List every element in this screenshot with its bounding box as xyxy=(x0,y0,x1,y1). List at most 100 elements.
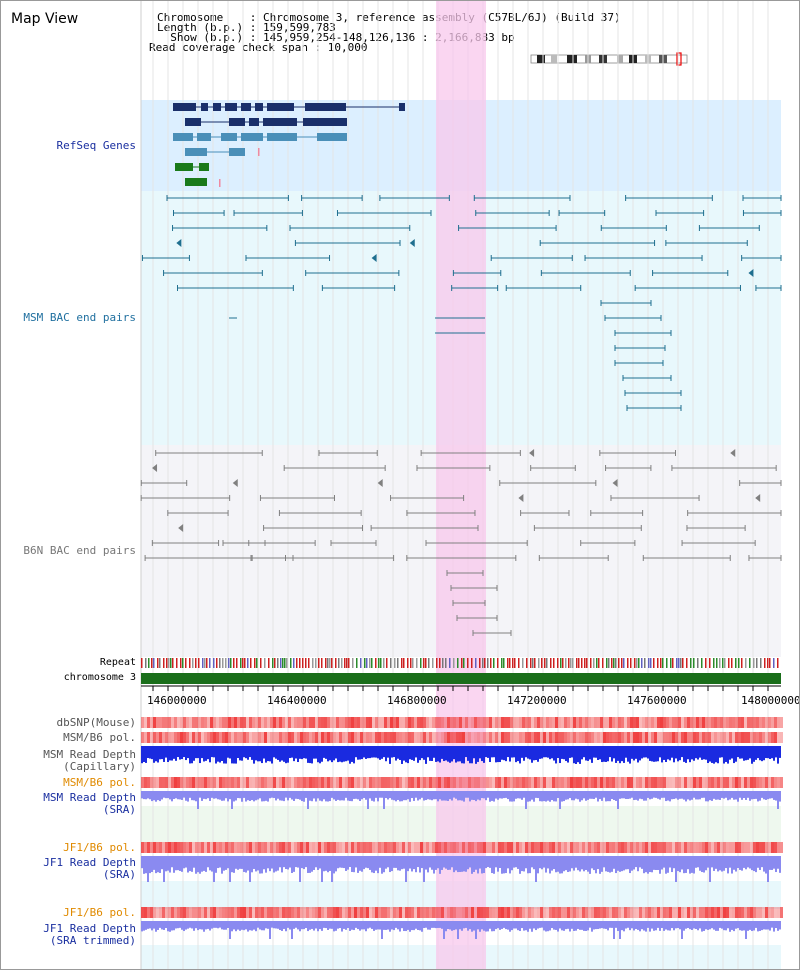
jf1-trim-depth-bar xyxy=(583,921,585,931)
msm-b6-pol-label-2[interactable]: MSM/B6 pol. xyxy=(63,776,136,789)
dbsnp-cell xyxy=(657,717,660,728)
jf1-b6-pol-cell xyxy=(267,842,270,853)
msm-b6-pol-cell xyxy=(567,777,570,788)
msm-cap-depth-bar xyxy=(499,746,501,763)
msm-b6-pol-cell xyxy=(288,732,291,743)
msm-b6-pol-cell xyxy=(222,732,225,743)
jf1-trim-depth-bar xyxy=(491,921,493,932)
axis-tick-label: 147200000 xyxy=(507,694,567,707)
jf1-sra-depth-bar xyxy=(283,856,285,868)
msm-sra-depth-bar xyxy=(773,791,775,800)
msm-cap-depth-bar xyxy=(579,746,581,764)
repeat-element xyxy=(686,658,688,668)
msm-b6-pol-cell xyxy=(282,777,285,788)
repeat-element xyxy=(602,658,604,668)
msm-sra-depth-bar xyxy=(619,791,621,799)
jf1-sra-depth-bar xyxy=(253,856,255,869)
msm-sra-depth-bar xyxy=(247,791,249,801)
jf1-sra-depth-bar xyxy=(355,856,357,868)
msm-sra-depth-bar xyxy=(275,791,277,801)
jf1-sra-depth-bar xyxy=(631,856,633,871)
msm-b6-pol-cell xyxy=(627,732,630,743)
jf1-b6-pol-label-2[interactable]: JF1/B6 pol. xyxy=(63,906,136,919)
msm-b6-pol-cell xyxy=(660,777,663,788)
jf1-trim-depth-bar xyxy=(201,921,203,930)
msm-cap-depth-bar xyxy=(621,746,623,762)
jf1-sra-depth-bar xyxy=(777,856,779,869)
jf1-sra-depth-bar xyxy=(309,856,311,873)
jf1-b6-pol-cell xyxy=(306,842,309,853)
msm-sra-depth-bar xyxy=(521,791,523,800)
repeat-element xyxy=(305,658,307,668)
msm-b6-pol-cell xyxy=(219,777,222,788)
jf1-b6-pol-label[interactable]: JF1/B6 pol. xyxy=(63,841,136,854)
repeat-element xyxy=(709,658,711,668)
msm-b6-pol-cell xyxy=(312,732,315,743)
msm-b6-pol-cell xyxy=(738,732,741,743)
msm-b6-pol-cell xyxy=(564,732,567,743)
repeat-element xyxy=(335,658,337,668)
msm-b6-pol-cell xyxy=(582,732,585,743)
selected-region-highlight[interactable] xyxy=(436,1,486,969)
msm-b6-pol-cell xyxy=(189,777,192,788)
jf1-trim-depth-bar xyxy=(699,921,701,929)
msm-sra-depth-label[interactable]: MSM Read Depth xyxy=(43,791,136,804)
jf1-b6-pol-cell xyxy=(321,842,324,853)
msm-sra-depth-bar xyxy=(757,791,759,802)
msm-cap-depth-bar xyxy=(373,746,375,758)
msm-b6-pol-cell xyxy=(726,777,729,788)
msm-sra-depth-bar xyxy=(711,791,713,801)
jf1-sra-depth-bar xyxy=(651,856,653,873)
dbsnp-cell xyxy=(645,717,648,728)
msm-b6-pol-cell xyxy=(699,777,702,788)
jf1-sra-depth-bar xyxy=(339,856,341,868)
dbsnp-cell xyxy=(618,717,621,728)
jf1-sra-depth-bar xyxy=(527,856,529,874)
chromosome-ideogram[interactable] xyxy=(529,52,691,66)
b6n-bac-label[interactable]: B6N BAC end pairs xyxy=(23,544,136,557)
jf1-sra-depth-bar xyxy=(425,856,427,870)
dbsnp-label[interactable]: dbSNP(Mouse) xyxy=(56,716,136,729)
msm-cap-depth-label[interactable]: MSM Read Depth xyxy=(43,748,136,761)
jf1-sra-depth-label[interactable]: JF1 Read Depth xyxy=(43,856,136,869)
jf1-trim-depth-bar xyxy=(713,921,715,930)
msm-b6-pol-cell xyxy=(318,777,321,788)
msm-b6-pol-cell xyxy=(366,732,369,743)
msm-cap-depth-bar xyxy=(493,746,495,758)
jf1-trim-depth-bar xyxy=(181,921,183,930)
msm-b6-pol-cell xyxy=(546,777,549,788)
jf1-sra-depth-bar xyxy=(667,856,669,873)
jf1-trim-depth-bar xyxy=(509,921,511,932)
repeat-element xyxy=(341,658,343,668)
msm-sra-depth-bar xyxy=(593,791,595,800)
msm-cap-depth-bar xyxy=(567,746,569,763)
jf1-b6-pol-cell xyxy=(315,842,318,853)
msm-sra-depth-bar xyxy=(171,791,173,802)
jf1-sra-depth-bar xyxy=(577,856,579,871)
repeat-element xyxy=(329,658,331,668)
repeat-element xyxy=(321,658,323,668)
jf1-sra-depth-bar xyxy=(353,856,355,873)
dbsnp-cell xyxy=(249,717,252,728)
jf1-trim-depth-label[interactable]: JF1 Read Depth xyxy=(43,922,136,935)
jf1-sra-depth-bar xyxy=(209,856,211,871)
jf1-sra-depth-bar xyxy=(757,856,759,868)
jf1-trim-depth-bar xyxy=(595,921,597,930)
msm-bac-label[interactable]: MSM BAC end pairs xyxy=(23,311,136,324)
msm-sra-depth-bar xyxy=(181,791,183,800)
msm-b6-pol-label[interactable]: MSM/B6 pol. xyxy=(63,731,136,744)
refseq-genes-label[interactable]: RefSeq Genes xyxy=(56,139,136,152)
dbsnp-cell xyxy=(222,717,225,728)
msm-b6-pol-cell xyxy=(780,732,783,743)
msm-cap-depth-bar xyxy=(191,746,193,764)
msm-b6-pol-cell xyxy=(540,777,543,788)
jf1-sra-depth-bar xyxy=(575,856,577,868)
msm-cap-depth-bar xyxy=(779,746,781,758)
msm-b6-pol-cell xyxy=(657,732,660,743)
msm-sra-depth-bar xyxy=(713,791,715,799)
jf1-trim-depth-bar xyxy=(773,921,775,932)
jf1-b6-pol-cell xyxy=(729,842,732,853)
msm-b6-pol-cell xyxy=(531,732,534,743)
msm-cap-depth-bar xyxy=(717,746,719,764)
msm-b6-pol-cell xyxy=(681,732,684,743)
